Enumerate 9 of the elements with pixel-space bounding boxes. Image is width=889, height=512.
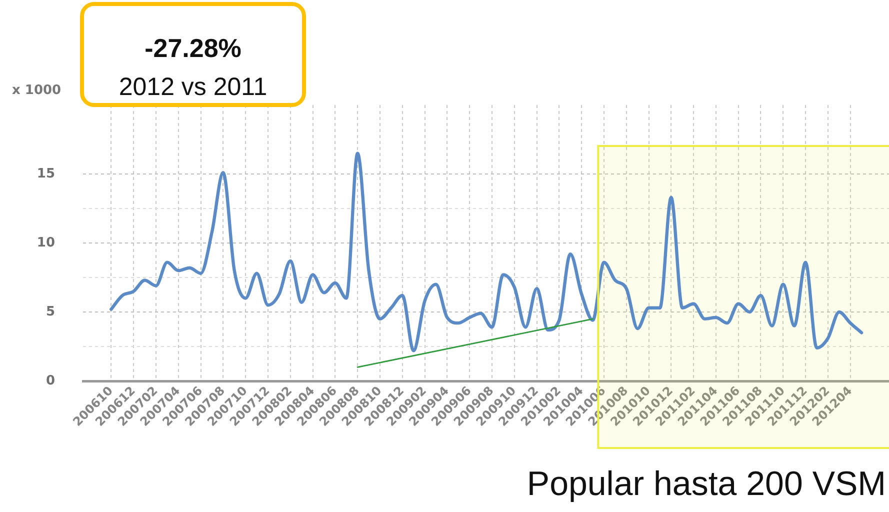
line-series xyxy=(110,152,864,352)
y-axis-title: x 1000 xyxy=(12,83,62,98)
text: -27.28% xyxy=(144,33,242,63)
y-tick-label: 0 xyxy=(46,373,55,388)
text: Popular hasta 200 VSM xyxy=(526,464,886,504)
text: 2012 vs 2011 xyxy=(118,72,268,102)
y-tick-label: 5 xyxy=(46,304,55,320)
y-tick-label: 10 xyxy=(36,235,55,250)
y-tick-label: 15 xyxy=(36,166,55,182)
